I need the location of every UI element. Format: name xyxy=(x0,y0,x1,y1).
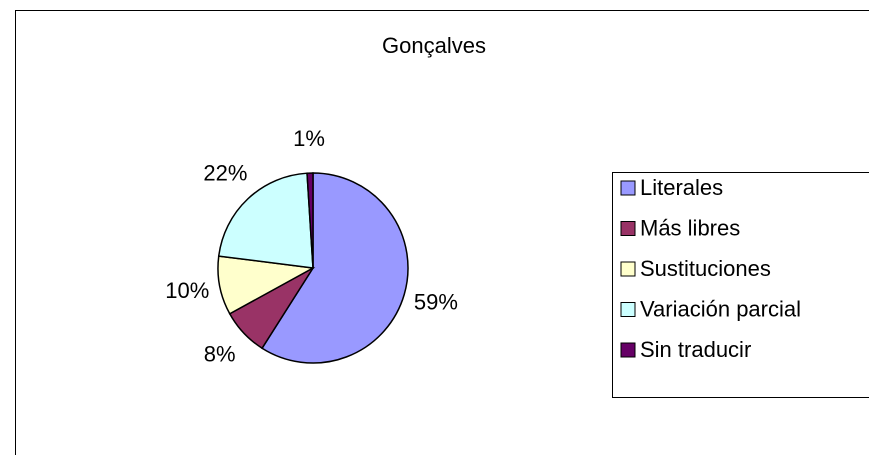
pie-slice xyxy=(306,172,314,269)
legend-label: Variación parcial xyxy=(640,296,801,321)
legend-label: Sustituciones xyxy=(640,256,771,281)
legend-swatch xyxy=(620,180,636,196)
data-label: 8% xyxy=(204,341,236,366)
data-label: 1% xyxy=(293,126,325,151)
legend-swatch xyxy=(620,302,636,317)
legend-label: Más libres xyxy=(640,215,740,240)
data-label: 22% xyxy=(203,161,247,186)
legend-swatch xyxy=(620,221,636,236)
legend-swatch xyxy=(620,342,636,358)
legend-swatch xyxy=(620,261,636,277)
pie-slice xyxy=(261,172,409,364)
data-label: 10% xyxy=(165,278,209,303)
chart-title: Gonçalves xyxy=(382,33,486,58)
legend-label: Sin traducir xyxy=(640,337,751,362)
legend-box xyxy=(612,172,869,398)
pie-slice xyxy=(217,172,314,269)
data-label: 59% xyxy=(414,290,458,315)
legend-label: Literales xyxy=(640,175,723,200)
